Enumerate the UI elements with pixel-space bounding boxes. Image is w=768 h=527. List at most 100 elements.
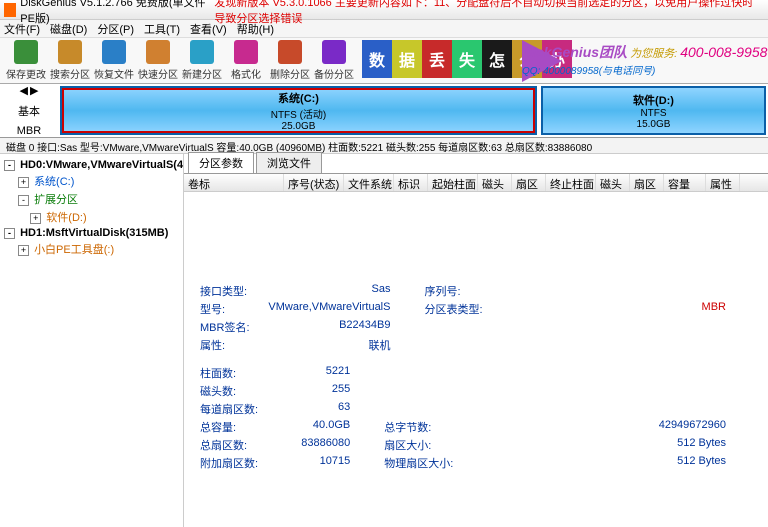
info-value: VMware,VMwareVirtualS: [264, 300, 420, 318]
info-key: [572, 382, 644, 400]
expand-icon[interactable]: +: [30, 213, 41, 224]
info-value: 联机: [264, 336, 420, 354]
info-value: 255: [268, 382, 381, 400]
menu-item[interactable]: 磁盘(D): [50, 21, 87, 37]
grid-col-header[interactable]: 磁头: [478, 174, 512, 191]
nav-next-icon[interactable]: ▶: [30, 84, 38, 97]
info-key: 型号:: [196, 300, 264, 318]
tool-icon: [102, 40, 126, 64]
promo-banner: 数据丢失怎么办 DiskGenius团队 为您服务: 400-008-9958 …: [362, 40, 764, 82]
tool-label: 新建分区: [182, 66, 222, 81]
menu-item[interactable]: 查看(V): [190, 21, 227, 37]
toolbar-button[interactable]: 新建分区: [180, 40, 224, 81]
toolbar-button[interactable]: 恢复文件: [92, 40, 136, 81]
partition-name: 软件(D:): [633, 92, 674, 108]
grid-col-header[interactable]: 终止柱面: [546, 174, 596, 191]
grid-col-header[interactable]: 文件系统: [344, 174, 394, 191]
info-key: 扇区大小:: [380, 436, 459, 454]
tree-label: 扩展分区: [34, 194, 78, 206]
info-key: [420, 336, 490, 354]
info-value: 42949672960: [643, 418, 756, 436]
info-key: 总扇区数:: [196, 436, 268, 454]
expand-icon[interactable]: -: [4, 160, 15, 171]
partition-grid-header: 卷标序号(状态)文件系统标识起始柱面磁头扇区终止柱面磁头扇区容量属性: [184, 174, 768, 192]
tool-label: 备份分区: [314, 66, 354, 81]
tree-node[interactable]: - HD1:MsftVirtualDisk(315MB): [4, 226, 179, 240]
toolbar-button[interactable]: 备份分区: [312, 40, 356, 81]
tree-node[interactable]: + 小白PE工具盘(:): [4, 240, 179, 258]
info-value: [652, 336, 756, 354]
info-key: [590, 336, 652, 354]
banner-cube: 丢: [422, 40, 452, 78]
tool-icon: [190, 40, 214, 64]
toolbar-button[interactable]: 保存更改: [4, 40, 48, 81]
toolbar: 保存更改搜索分区恢复文件快速分区新建分区格式化删除分区备份分区 数据丢失怎么办 …: [0, 38, 768, 84]
expand-icon[interactable]: -: [18, 195, 29, 206]
expand-icon[interactable]: -: [4, 228, 15, 239]
nav-prev-icon[interactable]: ◀: [20, 84, 28, 97]
partition-strip: ◀▶ 基本 MBR 系统(C:)NTFS (活动)25.0GB软件(D:)NTF…: [0, 84, 768, 138]
menu-item[interactable]: 分区(P): [97, 21, 134, 37]
tool-label: 搜索分区: [50, 66, 90, 81]
info-value: 40.0GB: [268, 418, 381, 436]
info-value: 83886080: [268, 436, 381, 454]
partition-size: 25.0GB: [282, 121, 316, 132]
info-value: [643, 382, 756, 400]
tab-partition-params[interactable]: 分区参数: [188, 152, 254, 173]
partition-block[interactable]: 软件(D:)NTFS15.0GB: [541, 86, 766, 135]
banner-qq: QQ: 4000089958(与电话同号): [522, 66, 655, 77]
partition-size: 15.0GB: [637, 119, 671, 130]
partition-block[interactable]: 系统(C:)NTFS (活动)25.0GB: [60, 86, 537, 135]
info-value: [652, 282, 756, 300]
toolbar-button[interactable]: 快速分区: [136, 40, 180, 81]
info-key: 属性:: [196, 336, 264, 354]
tree-node[interactable]: + 软件(D:): [4, 208, 179, 226]
tool-label: 删除分区: [270, 66, 310, 81]
expand-icon[interactable]: +: [18, 177, 29, 188]
grid-col-header[interactable]: 磁头: [596, 174, 630, 191]
info-value: [459, 436, 572, 454]
info-key: 附加扇区数:: [196, 454, 268, 472]
grid-col-header[interactable]: 序号(状态): [284, 174, 344, 191]
expand-icon[interactable]: +: [18, 245, 29, 256]
info-value: [459, 382, 572, 400]
toolbar-button[interactable]: 搜索分区: [48, 40, 92, 81]
info-value: 512 Bytes: [643, 454, 756, 472]
toolbar-button[interactable]: 删除分区: [268, 40, 312, 81]
grid-col-header[interactable]: 标识: [394, 174, 428, 191]
info-key: 序列号:: [420, 282, 490, 300]
menu-item[interactable]: 文件(F): [4, 21, 40, 37]
tree-label: HD0:VMware,VMwareVirtualS(40GB): [20, 159, 184, 171]
grid-col-header[interactable]: 容量: [664, 174, 706, 191]
tab-browse-files[interactable]: 浏览文件: [256, 152, 322, 173]
tool-icon: [322, 40, 346, 64]
grid-col-header[interactable]: 属性: [706, 174, 740, 191]
disk-type-label: 基本: [18, 103, 40, 119]
banner-cube: 失: [452, 40, 482, 78]
grid-col-header[interactable]: 起始柱面: [428, 174, 478, 191]
tree-label: 软件(D:): [46, 212, 86, 224]
info-key: [590, 300, 652, 318]
menu-item[interactable]: 帮助(H): [237, 21, 274, 37]
tool-icon: [234, 40, 258, 64]
toolbar-button[interactable]: 格式化: [224, 40, 268, 81]
tree-node[interactable]: - HD0:VMware,VMwareVirtualS(40GB): [4, 158, 179, 172]
grid-col-header[interactable]: 卷标: [184, 174, 284, 191]
tool-icon: [14, 40, 38, 64]
info-key: [572, 418, 644, 436]
info-value: 10715: [268, 454, 381, 472]
info-key: [590, 282, 652, 300]
info-value: MBR: [652, 300, 756, 318]
grid-col-header[interactable]: 扇区: [512, 174, 546, 191]
info-key: 柱面数:: [196, 364, 268, 382]
strip-left-labels: ◀▶ 基本 MBR: [0, 84, 58, 137]
info-key: 总容量:: [196, 418, 268, 436]
banner-cube: 据: [392, 40, 422, 78]
tree-node[interactable]: + 系统(C:): [4, 172, 179, 190]
grid-col-header[interactable]: 扇区: [630, 174, 664, 191]
menu-item[interactable]: 工具(T): [144, 21, 180, 37]
info-key: [380, 382, 459, 400]
titlebar: DiskGenius V5.1.2.766 免费版(单文件PE版) 发现新版本 …: [0, 0, 768, 20]
tree-node[interactable]: - 扩展分区: [4, 190, 179, 208]
update-notice: 发现新版本 V5.3.0.1066 主要更新内容如下：11、分配盘符后不自动切换…: [214, 0, 764, 26]
